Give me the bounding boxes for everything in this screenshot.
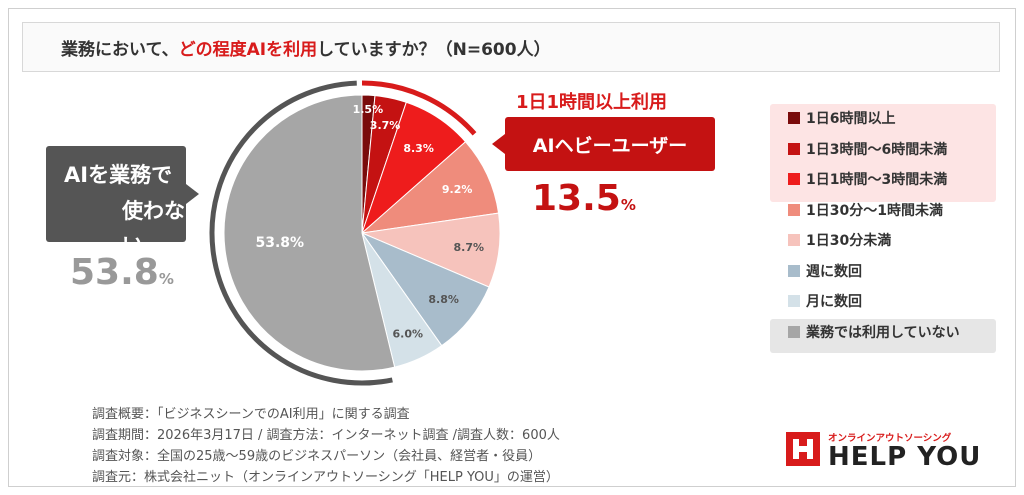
nonuser-percentage: 53.8% xyxy=(70,252,174,293)
legend-label: 1日3時間〜6時間未満 xyxy=(806,141,948,158)
heavy-user-percentage: 13.5% xyxy=(532,178,636,219)
legend-label: 1日1時間〜3時間未満 xyxy=(806,172,948,188)
heavy-user-heading: 1日1時間以上利用 xyxy=(516,92,668,113)
nonuser-callout-line1: AIを業務で xyxy=(64,163,173,187)
pie-slice-label: 6.0% xyxy=(392,327,423,340)
legend-highlight-nonuser xyxy=(770,319,996,353)
pie-slices xyxy=(223,94,501,372)
legend-highlight-heavy xyxy=(770,104,996,202)
legend-item: 1日1時間〜3時間未満 xyxy=(788,169,947,189)
survey-notes: 調査概要：「ビジネスシーンでのAI利用」に関する調査 調査期間：2026年3月1… xyxy=(92,404,560,488)
title-suffix: していますか？（N=600人） xyxy=(317,39,551,60)
callout-arrow-icon xyxy=(492,134,505,154)
legend-item: 業務では利用していない xyxy=(788,322,960,342)
legend-label: 週に数回 xyxy=(806,263,862,280)
nonuser-percentage-value: 53.8 xyxy=(70,252,159,293)
chart-title: 業務において、 どの程度AIを利用 していますか？（N=600人） xyxy=(22,22,1000,72)
legend-swatch xyxy=(788,142,800,155)
legend-item: 1日30分未満 xyxy=(788,230,891,250)
legend-item: 1日30分〜1時間未満 xyxy=(788,200,943,220)
legend-item: 週に数回 xyxy=(788,261,862,281)
nonuser-callout: AIを業務で 使わない xyxy=(46,146,199,257)
pie-slice-label: 1.5% xyxy=(353,103,384,116)
note-line: 調査元：株式会社ニット（オンラインアウトソーシング「HELP YOU」の運営） xyxy=(92,470,559,485)
callout-arrow-icon xyxy=(186,184,199,204)
logo-subtitle: オンラインアウトソーシング xyxy=(828,433,952,444)
pie-slice-label: 3.7% xyxy=(370,119,401,132)
heavy-user-callout-label: AIヘビーユーザー xyxy=(532,134,688,157)
legend-swatch xyxy=(788,264,800,277)
pie-slice xyxy=(360,141,500,234)
pie-slice xyxy=(223,94,396,372)
title-prefix: 業務において、 xyxy=(61,39,179,60)
logo-mark-icon xyxy=(786,432,820,466)
legend-item: 月に数回 xyxy=(788,291,862,311)
heavy-user-percentage-value: 13.5 xyxy=(532,178,621,219)
note-line: 調査対象：全国の25歳〜59歳のビジネスパーソン（会社員、経営者・役員） xyxy=(92,449,542,464)
legend-swatch xyxy=(788,203,800,216)
legend-swatch xyxy=(788,173,800,185)
heavy-user-bracket-arc xyxy=(361,80,477,136)
legend-label: 1日6時間以上 xyxy=(806,111,896,127)
note-line: 調査期間：2026年3月17日 / 調査方法：インターネット調査 /調査人数：6… xyxy=(92,428,560,443)
legend-swatch xyxy=(788,112,800,124)
pie-slice-label: 8.8% xyxy=(428,293,459,306)
legend-swatch xyxy=(788,325,800,338)
legend-label: 1日30分未満 xyxy=(806,233,892,249)
legend-swatch xyxy=(788,234,800,246)
pie-labels: 1.5% 3.7%8.3% 9.2% 8.7% 8.8% 6.0% 53.8% xyxy=(256,103,485,341)
logo-name: HELP YOU xyxy=(828,442,982,472)
note-line: 調査概要：「ビジネスシーンでのAI利用」に関する調査 xyxy=(92,407,410,422)
pie-slice-label: 8.3% xyxy=(403,142,434,155)
legend-label: 月に数回 xyxy=(806,294,862,310)
legend-swatch xyxy=(788,295,800,307)
help-you-logo: オンラインアウトソーシング HELP YOU xyxy=(786,430,986,472)
heavy-user-percentage-unit: % xyxy=(620,196,636,214)
legend-item: 1日6時間以上 xyxy=(788,108,895,128)
pie-slice-label: 53.8% xyxy=(256,235,305,251)
nonuser-bracket-arc xyxy=(209,80,393,386)
title-emphasis: どの程度AIを利用 xyxy=(178,39,318,60)
legend-item: 1日3時間〜6時間未満 xyxy=(788,139,947,159)
heavy-user-callout: AIヘビーユーザー xyxy=(492,117,715,171)
pie-slice-label: 8.7% xyxy=(453,241,484,254)
nonuser-percentage-unit: % xyxy=(158,270,174,288)
chart-frame xyxy=(8,8,1016,487)
pie-slice-label: 9.2% xyxy=(442,183,473,196)
legend-label: 1日30分〜1時間未満 xyxy=(806,202,943,219)
legend-label: 業務では利用していない xyxy=(806,324,960,341)
nonuser-callout-line2: 使わない xyxy=(122,199,185,257)
